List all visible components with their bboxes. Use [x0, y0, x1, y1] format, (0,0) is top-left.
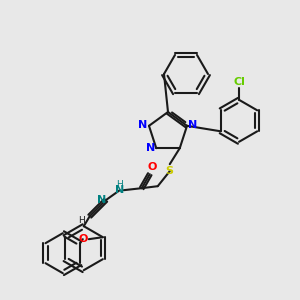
Text: O: O — [78, 234, 88, 244]
Text: N: N — [97, 195, 106, 205]
Text: N: N — [138, 120, 148, 130]
Text: N: N — [146, 143, 155, 153]
Text: H: H — [116, 180, 123, 189]
Text: O: O — [147, 162, 156, 172]
Text: N: N — [115, 185, 124, 195]
Text: S: S — [165, 166, 173, 176]
Text: Cl: Cl — [233, 77, 245, 87]
Text: N: N — [188, 120, 198, 130]
Text: H: H — [78, 216, 85, 225]
